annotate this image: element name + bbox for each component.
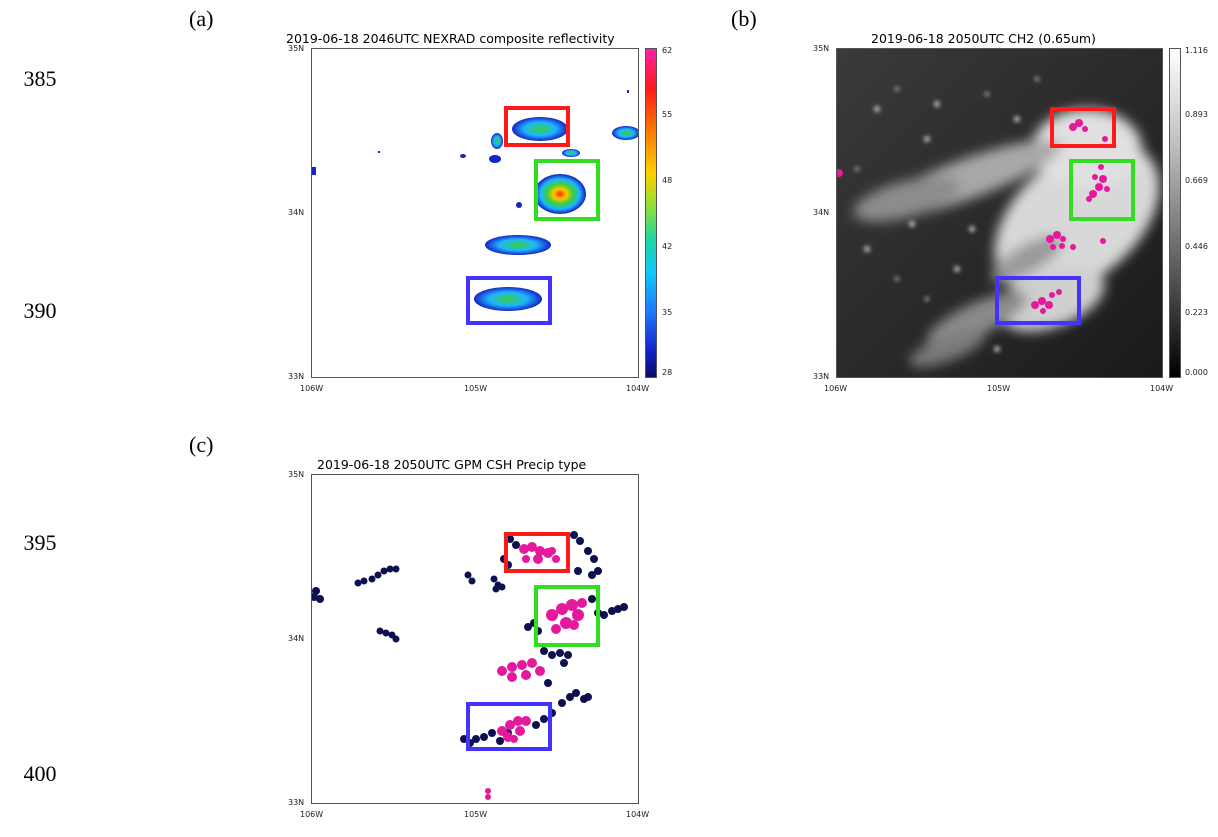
panel-c-label: (c) [189,432,214,457]
panel-a-title: 2019-06-18 2046UTC NEXRAD composite refl… [286,31,615,46]
storm-cell [489,155,501,163]
storm-cell [378,151,380,153]
panel-b-xtick-104w: 104W [1150,384,1174,393]
green-highlight-box [534,585,600,647]
panel-a-label: (a) [189,6,214,31]
panel-c-ytick-35n: 35N [288,470,305,479]
panel-a-ytick-33n: 33N [288,372,305,381]
panel-c-map [312,531,628,800]
panel-a-plot [311,48,639,378]
panel-c-plot [311,474,639,804]
panel-b-cbtick: 0.000 [1185,368,1208,377]
panel-a-cbtick: 48 [662,176,673,185]
storm-cell [474,287,542,311]
panel-a-colorbar [645,48,657,378]
panel-c-xtick-105w: 105W [464,810,488,819]
panel-c-ytick-34n: 34N [288,634,305,643]
storm-cell [612,126,638,140]
red-highlight-box [504,106,570,147]
storm-cell [516,202,522,208]
line-number-400: 400 [23,761,57,786]
red-highlight-box [1050,107,1116,148]
storm-cell [562,149,580,157]
panel-b-plot [836,48,1163,378]
green-highlight-box [534,159,600,221]
panel-b-xtick-106w: 106W [824,384,848,393]
line-number-385: 385 [23,66,57,91]
panel-c-title: 2019-06-18 2050UTC GPM CSH Precip type [317,457,587,472]
panel-a-ytick-34n: 34N [288,208,305,217]
panel-a-cbtick: 35 [662,308,673,317]
panel-b-label: (b) [731,6,757,31]
storm-cell [491,133,503,149]
panel-b-ytick-34n: 34N [813,208,830,217]
precip-points [837,119,1110,314]
panel-b-map [837,49,1162,377]
storm-cell [534,174,586,214]
panel-a-xtick-104w: 104W [626,384,650,393]
panel-b-cbtick: 0.893 [1185,110,1208,119]
panel-b-xtick-105w: 105W [987,384,1011,393]
storm-cell [627,90,629,93]
panel-b-cbtick: 0.669 [1185,176,1208,185]
storm-cell [512,117,568,141]
panel-c-ytick-33n: 33N [288,798,305,807]
panel-a-cbtick: 62 [662,46,673,55]
panel-c-xtick-106w: 106W [300,810,324,819]
panel-a-cbtick: 28 [662,368,673,377]
panel-b-ytick-33n: 33N [813,372,830,381]
green-highlight-box [1069,159,1135,221]
panel-a-cbtick: 42 [662,242,673,251]
panel-a-ytick-35n: 35N [288,44,305,53]
cloud-speckles [855,77,1039,352]
panel-a-xtick-106w: 106W [300,384,324,393]
panel-b-ytick-35n: 35N [813,44,830,53]
panel-b-title: 2019-06-18 2050UTC CH2 (0.65um) [871,31,1096,46]
storm-cell [485,235,551,255]
panel-c-xtick-104w: 104W [626,810,650,819]
line-number-395: 395 [23,530,57,555]
storm-cell [312,167,316,175]
blue-highlight-box [466,702,552,751]
blue-highlight-box [466,276,552,325]
red-highlight-box [504,532,570,573]
panel-b-colorbar [1169,48,1181,378]
storm-cell [460,154,466,158]
panel-a-xtick-105w: 105W [464,384,488,393]
magenta-precip-points [485,542,587,800]
panel-b-cbtick: 1.116 [1185,46,1208,55]
blue-highlight-box [995,276,1081,325]
panel-b-cbtick: 0.223 [1185,308,1208,317]
panel-a-map [312,90,638,325]
panel-a-cbtick: 55 [662,110,673,119]
panel-b-cbtick: 0.446 [1185,242,1208,251]
line-number-390: 390 [23,298,57,323]
